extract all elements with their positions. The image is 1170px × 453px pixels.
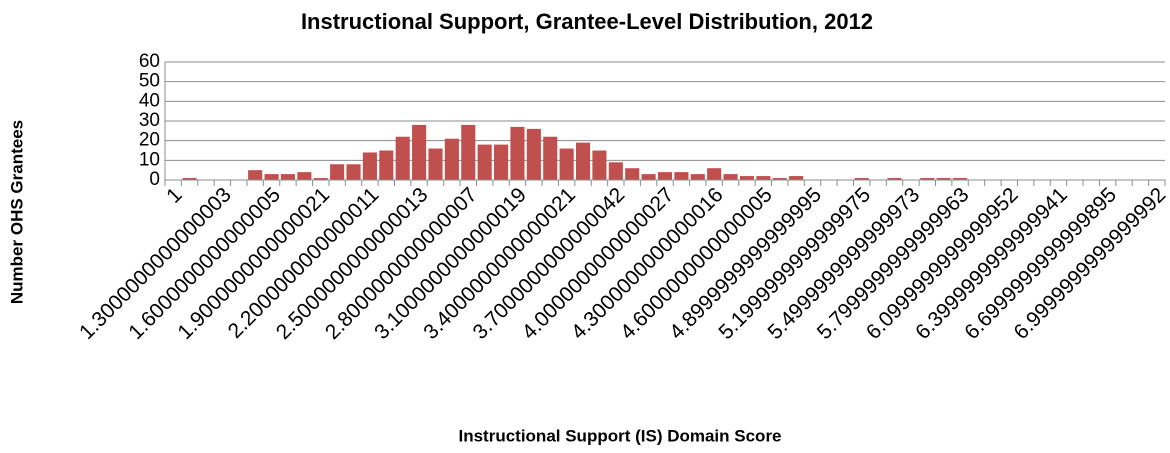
y-tick-label: 0 xyxy=(149,169,160,190)
bar xyxy=(772,178,787,180)
bar xyxy=(379,150,394,180)
bar xyxy=(182,178,197,180)
y-tick-label: 20 xyxy=(139,130,160,151)
bar xyxy=(657,172,673,180)
bar xyxy=(854,178,869,180)
bar xyxy=(625,168,640,180)
bar xyxy=(739,176,755,180)
bar xyxy=(444,138,459,180)
bar xyxy=(395,136,410,180)
bar xyxy=(789,176,804,180)
bar xyxy=(526,128,541,180)
bar xyxy=(280,174,295,180)
bar xyxy=(362,152,377,180)
bar xyxy=(674,172,689,180)
bar xyxy=(494,144,509,180)
bar xyxy=(559,148,574,180)
y-tick-label: 10 xyxy=(139,149,160,170)
bar xyxy=(707,168,722,180)
bar xyxy=(641,174,656,180)
bar xyxy=(330,164,345,180)
bar xyxy=(428,148,443,180)
y-tick-label: 50 xyxy=(139,71,160,92)
bar xyxy=(264,174,279,180)
bar xyxy=(543,136,558,180)
bar xyxy=(461,124,476,180)
bar xyxy=(313,178,328,180)
bar xyxy=(477,144,492,180)
bar xyxy=(887,178,902,180)
bar xyxy=(756,176,771,180)
y-tick-label: 30 xyxy=(139,110,160,131)
chart-title: Instructional Support, Grantee-Level Dis… xyxy=(301,9,873,34)
x-axis-title: Instructional Support (IS) Domain Score xyxy=(458,426,781,445)
x-tick-label: 1 xyxy=(162,183,187,208)
bar xyxy=(608,162,623,180)
bar xyxy=(510,126,525,180)
bar xyxy=(297,172,312,180)
bar xyxy=(575,142,591,180)
bar xyxy=(248,170,263,180)
bar xyxy=(346,164,361,180)
y-tick-label: 40 xyxy=(139,90,160,111)
bar xyxy=(920,178,935,180)
bar xyxy=(412,124,427,180)
bar xyxy=(592,150,607,180)
bar xyxy=(936,178,951,180)
bar xyxy=(723,174,738,180)
y-tick-label: 60 xyxy=(139,51,160,72)
y-axis-title: Number OHS Grantees xyxy=(7,120,26,304)
bar xyxy=(690,174,705,180)
bar xyxy=(953,178,968,180)
